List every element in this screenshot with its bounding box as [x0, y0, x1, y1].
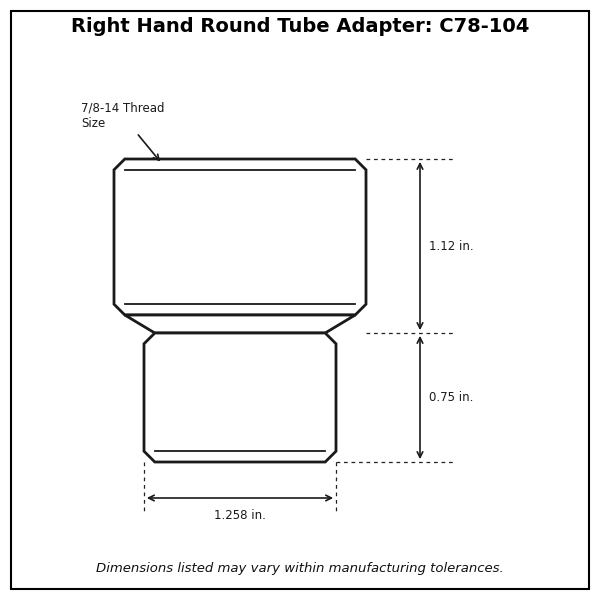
Text: 7/8-14 Thread
Size: 7/8-14 Thread Size — [81, 102, 164, 160]
Text: 0.75 in.: 0.75 in. — [429, 391, 473, 404]
Text: Dimensions listed may vary within manufacturing tolerances.: Dimensions listed may vary within manufa… — [96, 562, 504, 575]
Polygon shape — [125, 315, 355, 333]
Text: 1.12 in.: 1.12 in. — [429, 239, 473, 253]
Text: Right Hand Round Tube Adapter: C78-104: Right Hand Round Tube Adapter: C78-104 — [71, 17, 529, 37]
Polygon shape — [114, 159, 366, 315]
Text: 1.258 in.: 1.258 in. — [214, 509, 266, 522]
Polygon shape — [144, 333, 336, 462]
